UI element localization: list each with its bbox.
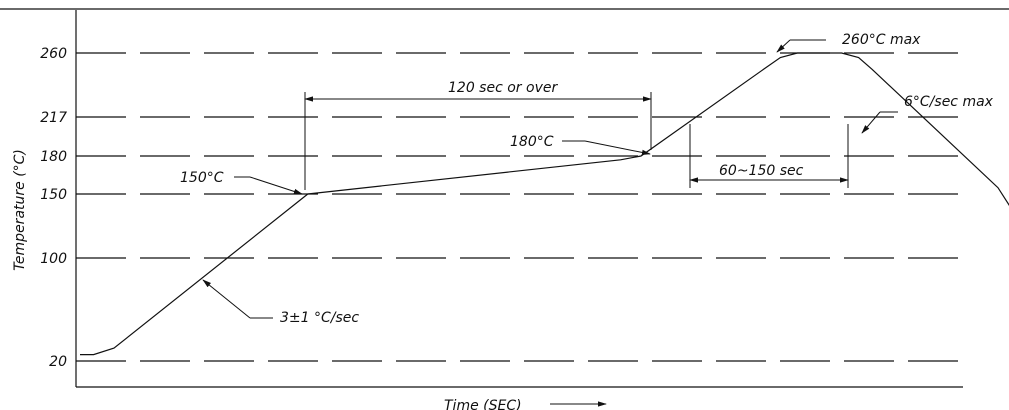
y-tick-label-150: 150: [40, 187, 67, 203]
ramp-down-label: 6°C/sec max: [904, 94, 994, 110]
y-tick-label-20: 20: [49, 354, 67, 370]
ramp-down-arrow: [861, 111, 881, 134]
grid-lines: [76, 52, 960, 362]
ramp-up-arrow: [202, 279, 251, 319]
y-tick-label-100: 100: [40, 251, 67, 267]
soak-duration-label: 120 sec or over: [448, 80, 558, 96]
y-tick-label-180: 180: [40, 149, 67, 165]
soak-end-arrow: [584, 140, 651, 156]
y-axis-label: Temperature (°C): [12, 149, 28, 271]
peak-arrow: [776, 39, 791, 53]
y-tick-labels: 20 100 150 180 217 260: [40, 46, 67, 370]
soak-end-label: 180°C: [510, 134, 554, 150]
x-axis-label: Time (SEC): [444, 398, 522, 410]
ramp-up-label: 3±1 °C/sec: [280, 310, 359, 326]
reflow-duration-label: 60~150 sec: [719, 163, 804, 179]
soak-start-label: 150°C: [180, 170, 224, 186]
peak-label: 260°C max: [842, 32, 921, 48]
series-line: [80, 52, 1009, 356]
y-tick-label-260: 260: [40, 46, 67, 62]
soak-start-arrow: [249, 176, 303, 195]
y-tick-label-217: 217: [40, 110, 67, 126]
